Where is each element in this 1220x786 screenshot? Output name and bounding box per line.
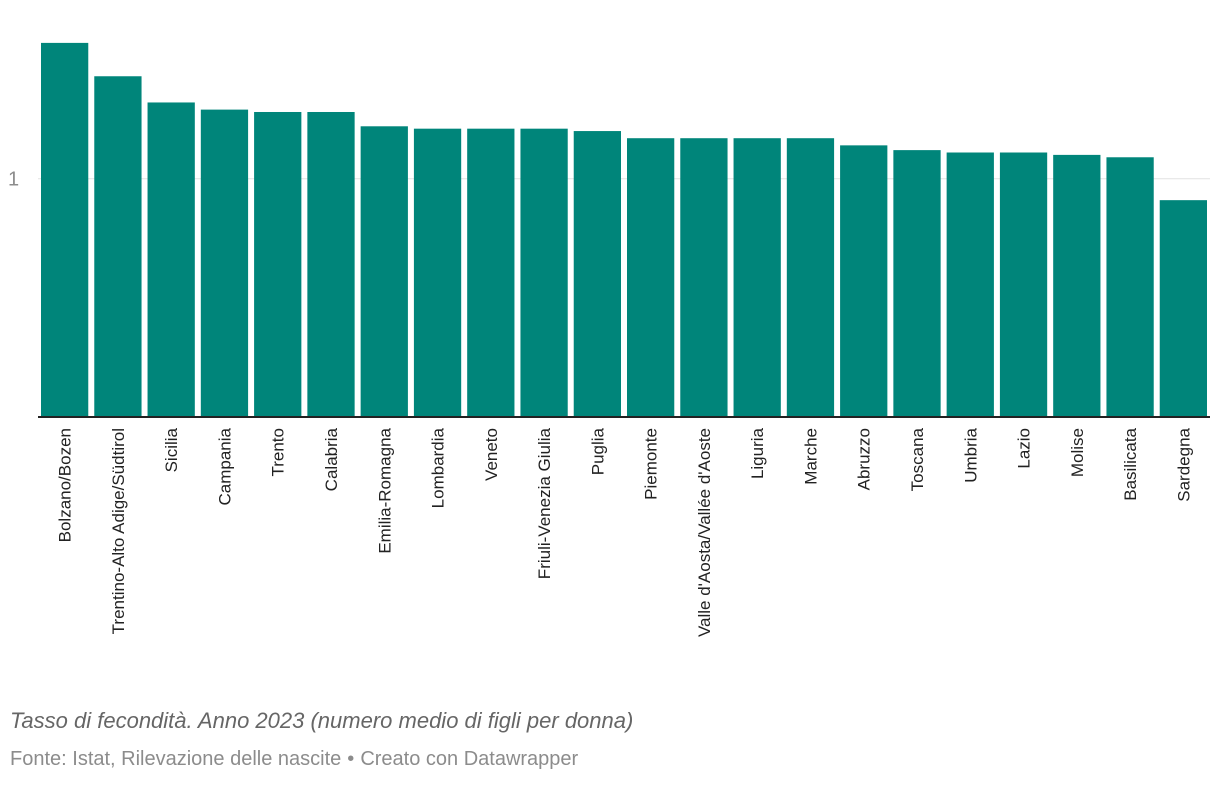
bar [147, 102, 195, 417]
bar [360, 126, 408, 417]
bar [946, 152, 994, 417]
bar [200, 109, 249, 418]
category-label: Valle d'Aosta/Vallée d'Aoste [695, 428, 714, 637]
bar [999, 152, 1048, 417]
chart-caption: Tasso di fecondità. Anno 2023 (numero me… [10, 708, 634, 733]
bar [254, 111, 302, 417]
bar [467, 128, 515, 417]
category-label: Bolzano/Bozen [56, 428, 75, 542]
chart-source-line: Fonte: Istat, Rilevazione delle nascite •… [10, 748, 578, 771]
bar [573, 131, 621, 418]
category-label: Sardegna [1174, 427, 1193, 501]
category-label: Puglia [588, 427, 607, 475]
category-label: Marche [801, 428, 820, 485]
y-tick-label: 1 [8, 169, 19, 191]
bar [840, 145, 888, 417]
bar [1053, 154, 1101, 417]
chart-area: 1 Bolzano/Bozen Trentino-Alto Adige/Südtir… [8, 42, 1210, 637]
category-label: Piemonte [642, 428, 661, 500]
category-label: Veneto [482, 428, 501, 481]
bar [1106, 157, 1154, 418]
bar-chart: 1 Bolzano/Bozen Trentino-Alto Adige/Südtir… [8, 42, 1210, 637]
bar [520, 128, 568, 417]
bar [893, 150, 941, 417]
source-text: Fonte: Istat, Rilevazione delle nascite [10, 748, 342, 770]
category-label: Liguria [748, 427, 767, 479]
category-label: Lombardia [429, 427, 448, 508]
category-label: Abruzzo [855, 428, 874, 490]
category-label: Emilia-Romagna [375, 427, 394, 553]
category-label: Trentino-Alto Adige/Südtirol [109, 428, 128, 634]
source-separator: • [347, 748, 355, 770]
category-label: Lazio [1015, 428, 1034, 469]
bar [627, 138, 675, 417]
category-label: Campania [215, 427, 234, 505]
category-label: Sicilia [162, 427, 181, 472]
credit-link[interactable]: Creato con Datawrapper [360, 748, 579, 770]
bar [41, 42, 89, 418]
bar [94, 76, 142, 417]
bar [786, 138, 835, 417]
category-label: Friuli-Venezia Giulia [535, 427, 554, 579]
category-label: Calabria [322, 427, 341, 491]
bar [307, 111, 355, 417]
bar [680, 138, 728, 417]
bar [413, 128, 462, 417]
bar [1159, 200, 1207, 417]
category-label: Molise [1068, 428, 1087, 477]
bar [733, 138, 781, 417]
category-label: Toscana [908, 427, 927, 491]
category-label: Umbria [961, 427, 980, 482]
category-label: Basilicata [1121, 427, 1140, 500]
category-label: Trento [269, 428, 288, 477]
